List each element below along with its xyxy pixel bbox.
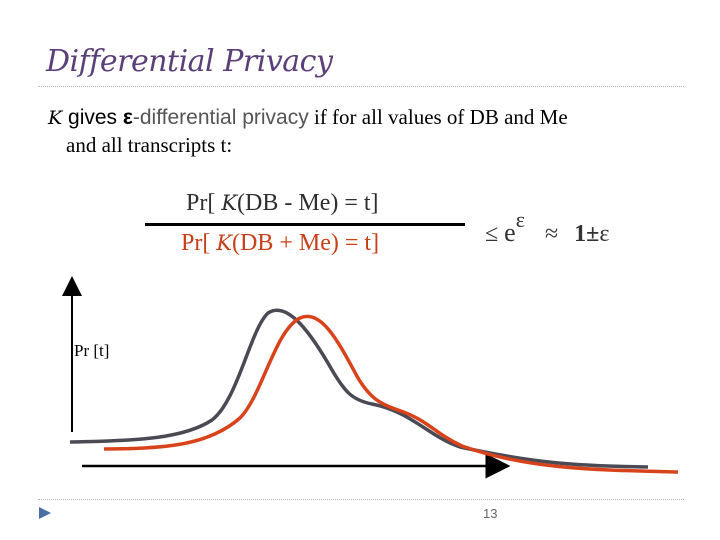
definition-gives: gives	[62, 106, 123, 129]
bound-epsilon: ε	[599, 221, 610, 247]
definition-text: K gives ε-differential privacy if for al…	[48, 104, 688, 159]
exp-base: e	[504, 218, 516, 247]
definition-condition: if for all values of DB and Me	[308, 105, 568, 129]
formula-denominator: Pr[ K(DB + Me) = t]	[181, 230, 379, 257]
definition-dp-term: -differential privacy	[132, 106, 309, 129]
denominator-prefix: Pr[	[181, 230, 211, 256]
denominator-suffix: (DB + Me) = t]	[232, 230, 380, 256]
denominator-k-symbol: K	[216, 231, 233, 255]
footer-divider	[38, 499, 684, 500]
fraction-bar	[145, 223, 465, 226]
page-number: 13	[483, 506, 498, 521]
numerator-k-symbol: K	[221, 191, 238, 215]
approx-symbol: ≈	[544, 221, 559, 247]
numerator-prefix: Pr[	[186, 190, 216, 216]
epsilon-symbol: ε	[122, 106, 133, 129]
distribution-curve-db-minus-me	[69, 308, 649, 469]
distribution-curve-db-plus-me	[103, 314, 679, 474]
title-divider	[38, 86, 684, 87]
definition-line-2: and all transcripts t:	[66, 133, 233, 157]
exp-epsilon: ε	[515, 207, 525, 232]
mechanism-k-symbol: K	[48, 107, 63, 129]
numerator-suffix: (DB - Me) = t]	[237, 190, 379, 216]
formula-numerator: Pr[ K(DB - Me) = t]	[186, 190, 379, 217]
bound-expression: ≤ eε ≈ 1±ε	[485, 207, 610, 248]
one-plus-minus: 1±	[574, 221, 600, 247]
definition-line-1: K gives ε-differential privacy if for al…	[48, 104, 688, 132]
slide-title: Differential Privacy	[46, 44, 333, 79]
y-axis-label: Pr [t]	[74, 341, 110, 360]
triangle-bullet-icon	[39, 507, 51, 519]
leq-symbol: ≤	[485, 221, 499, 247]
